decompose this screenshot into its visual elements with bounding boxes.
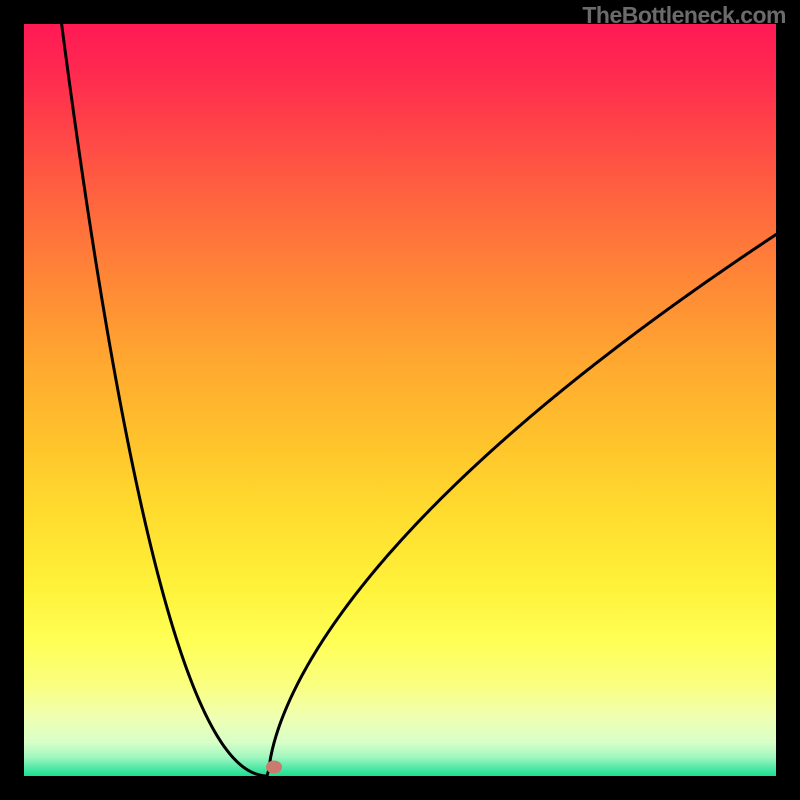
optimal-point-marker (266, 760, 282, 773)
plot-area (24, 24, 776, 776)
bottleneck-curve (24, 24, 776, 776)
chart-container: TheBottleneck.com (0, 0, 800, 800)
watermark-text: TheBottleneck.com (582, 2, 786, 29)
